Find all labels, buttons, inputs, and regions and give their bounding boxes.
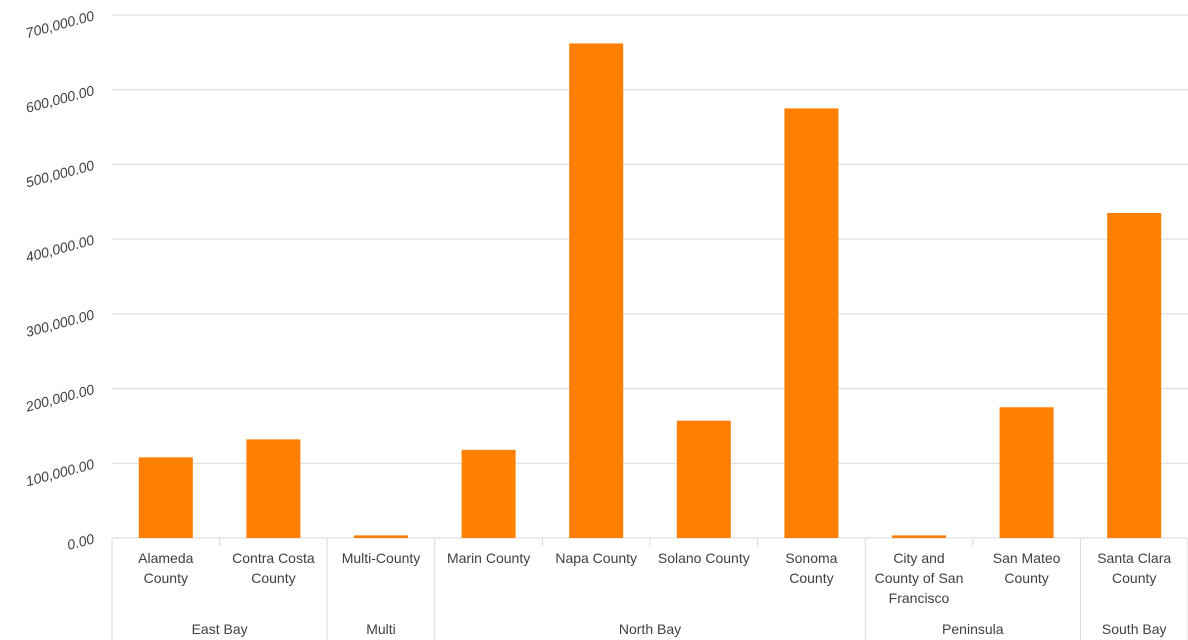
y-axis-tick-labels: 0.00 100,000.00 200,000.00 300,000.00 400,00… — [23, 7, 96, 553]
x-axis: East Bay Multi North Bay Peninsula South Bay… — [111, 538, 1188, 640]
y-tick-label: 600,000.00 — [24, 82, 96, 116]
category-label: Solano County — [658, 550, 750, 566]
y-tick-label: 300,000.00 — [24, 306, 96, 340]
bar — [1107, 212, 1162, 538]
bar — [569, 43, 624, 539]
category-label: Multi-County — [342, 550, 421, 566]
category-label: San Mateo — [993, 550, 1061, 566]
category-label: County — [1004, 570, 1048, 586]
group-label: Peninsula — [942, 621, 1004, 637]
group-label: East Bay — [192, 621, 248, 637]
group-label: South Bay — [1102, 621, 1167, 637]
category-label: County — [1112, 570, 1156, 586]
y-tick-label: 200,000.00 — [23, 381, 96, 415]
y-tick-label: 700,000.00 — [24, 7, 96, 41]
bar — [892, 535, 946, 538]
category-label: Alameda — [138, 550, 193, 566]
bar — [354, 535, 408, 538]
category-label: County — [144, 570, 188, 586]
category-label: County — [251, 570, 295, 586]
category-label: Marin County — [447, 550, 530, 566]
bar — [138, 457, 193, 538]
bars — [138, 43, 1162, 539]
bar — [676, 420, 731, 538]
category-label: County — [789, 570, 833, 586]
category-label: Santa Clara — [1097, 550, 1171, 566]
category-label: City and — [893, 550, 944, 566]
bar — [999, 407, 1054, 538]
group-label: Multi — [366, 621, 396, 637]
y-tick-label: 500,000.00 — [24, 157, 96, 191]
category-label: Francisco — [889, 590, 950, 606]
category-label: Napa County — [555, 550, 637, 566]
y-tick-label: 100,000.00 — [24, 456, 96, 490]
bar — [461, 449, 516, 538]
category-label: Sonoma — [785, 550, 837, 566]
y-tick-label: 0.00 — [65, 530, 96, 553]
y-tick-label: 400,000.00 — [24, 232, 96, 266]
bar — [784, 108, 839, 539]
group-label: North Bay — [619, 621, 681, 637]
category-label: County of San — [875, 570, 964, 586]
category-label: Contra Costa — [232, 550, 315, 566]
bar — [246, 439, 301, 538]
